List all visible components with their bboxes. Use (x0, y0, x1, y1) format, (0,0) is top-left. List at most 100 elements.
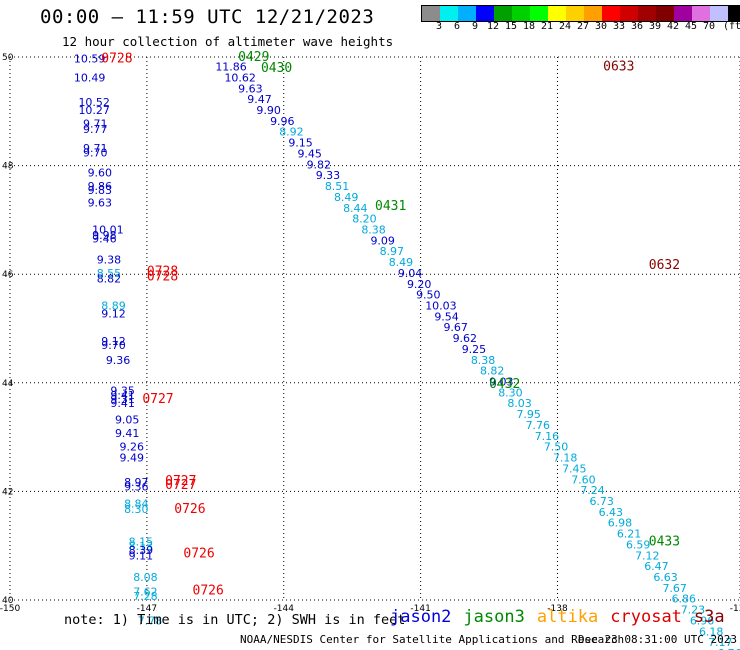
wave-height-value: 9.90 (256, 104, 281, 117)
wave-height-value: 9.63 (88, 196, 113, 209)
wave-height-value: 8.97 (124, 476, 149, 489)
wave-height-value: 9.70 (101, 339, 126, 352)
wave-height-value: 8.49 (389, 256, 414, 269)
wave-height-value: 9.70 (83, 146, 108, 159)
x-tick-label: -141 (410, 604, 430, 614)
color-scale-label: 18 (522, 21, 536, 32)
wave-height-value: 8.30 (498, 386, 523, 399)
x-tick-label: -147 (137, 604, 157, 614)
wave-height-value: 9.71 (83, 142, 108, 155)
color-swatch (710, 6, 728, 21)
color-scale-label: 24 (558, 21, 572, 32)
wave-height-value: 8.13 (129, 540, 154, 553)
wave-height-value: 9.46 (92, 233, 117, 246)
satellite-legend-s3a: s3a (693, 607, 725, 627)
wave-height-value: 9.86 (88, 180, 113, 193)
color-swatch (566, 6, 584, 21)
chart-title: 00:00 – 11:59 UTC 12/21/2023 (40, 6, 375, 28)
wave-height-value: 10.27 (78, 104, 110, 117)
color-swatch (656, 6, 674, 21)
color-swatch (692, 6, 710, 21)
wave-height-value: 9.36 (124, 480, 149, 493)
wave-height-value: 9.67 (443, 321, 468, 334)
wave-height-value: 9.12 (101, 335, 126, 348)
color-swatch (512, 6, 530, 21)
color-scale-label: 12 (486, 21, 500, 32)
color-scale-label: 36 (630, 21, 644, 32)
pass-time-label: 0632 (649, 258, 680, 273)
wave-height-value: 7.18 (553, 452, 578, 465)
y-tick-label: 50 (2, 53, 14, 63)
wave-height-value: 6.76 (717, 647, 740, 650)
color-scale-label: 9 (471, 21, 479, 32)
wave-height-value: 7.95 (516, 408, 541, 421)
wave-height-value: 6.21 (617, 528, 642, 541)
wave-height-value: 8.82 (97, 272, 122, 285)
color-scale-label: 42 (666, 21, 680, 32)
wave-height-value: 7.12 (635, 549, 660, 562)
wave-height-value: 9.63 (238, 82, 263, 95)
color-swatch (422, 6, 440, 21)
wave-height-value: 6.18 (699, 625, 724, 638)
wave-height-value: 9.60 (88, 166, 113, 179)
wave-height-value: 6.43 (599, 506, 624, 519)
wave-height-value: 10.03 (425, 299, 457, 312)
wave-height-value: 10.01 (92, 223, 124, 236)
wave-height-value: 6.63 (653, 571, 678, 584)
color-scale-label: 33 (612, 21, 626, 32)
wave-height-value: 9.20 (407, 278, 432, 291)
wave-height-value: 9.12 (101, 308, 126, 321)
pass-time-label: 0728 (101, 51, 132, 66)
wave-height-value: 7.78 (138, 614, 163, 627)
wave-height-value: 9.26 (120, 441, 145, 454)
color-swatch (548, 6, 566, 21)
wave-height-value: 9.77 (83, 123, 108, 136)
x-tick-label: -134 (730, 604, 740, 614)
wave-height-value: 10.49 (74, 71, 106, 84)
wave-height-value: 8.38 (471, 354, 496, 367)
wave-height-value: 9.62 (453, 332, 478, 345)
wave-height-value: 8.30 (124, 503, 149, 516)
wave-height-value: 8.44 (343, 202, 368, 215)
pass-time-label: 0726 (174, 502, 205, 517)
pass-time-label: 0433 (649, 535, 680, 550)
pass-time-label: 0633 (603, 60, 634, 75)
pass-time-label: 0432 (489, 377, 520, 392)
x-tick-label: -144 (274, 604, 295, 614)
color-scale-label: 21 (540, 21, 554, 32)
wave-height-value: 8.49 (334, 191, 359, 204)
color-scale-label: 30 (594, 21, 608, 32)
satellite-legend: jason2 jason3 altika cryosat s3a (390, 607, 737, 627)
wave-height-value: 7.60 (571, 473, 596, 486)
wave-height-value: 9.49 (120, 452, 145, 465)
color-swatch (584, 6, 602, 21)
wave-height-value: 7.28 (133, 590, 158, 603)
wave-height-value: 9.41 (110, 389, 135, 402)
wave-height-value: 8.39 (129, 544, 154, 557)
color-scale-label: 27 (576, 21, 590, 32)
pass-time-label: 0728 (147, 270, 178, 285)
color-scale-label: 15 (504, 21, 518, 32)
y-tick-label: 48 (2, 162, 14, 172)
color-scale-label: 3 (435, 21, 443, 32)
color-scale-label: 39 (648, 21, 662, 32)
satellite-legend-jason2: jason2 (390, 607, 452, 627)
color-swatch (530, 6, 548, 21)
color-swatch (458, 6, 476, 21)
satellite-legend-cryosat: cryosat (610, 607, 682, 627)
wave-height-value: 7.50 (544, 441, 569, 454)
pass-time-label: 0726 (183, 547, 214, 562)
footer-note: note: 1) Time is in UTC; 2) SWH is in fe… (64, 612, 406, 628)
pass-time-label: 0727 (142, 392, 173, 407)
wave-height-value: 8.08 (133, 571, 158, 584)
pass-time-label: 0431 (375, 199, 406, 214)
generated-timestamp: Dec 23 08:31:00 UTC 2023 (578, 633, 737, 646)
wave-height-value: 7.24 (580, 484, 605, 497)
color-swatch (476, 6, 494, 21)
wave-height-value: 6.96 (690, 614, 715, 627)
color-swatch (494, 6, 512, 21)
satellite-legend-altika: altika (536, 607, 599, 627)
wave-height-value: 8.15 (129, 536, 154, 549)
color-scale-label: (ft) (722, 21, 740, 32)
pass-time-label: 0727 (165, 478, 196, 493)
